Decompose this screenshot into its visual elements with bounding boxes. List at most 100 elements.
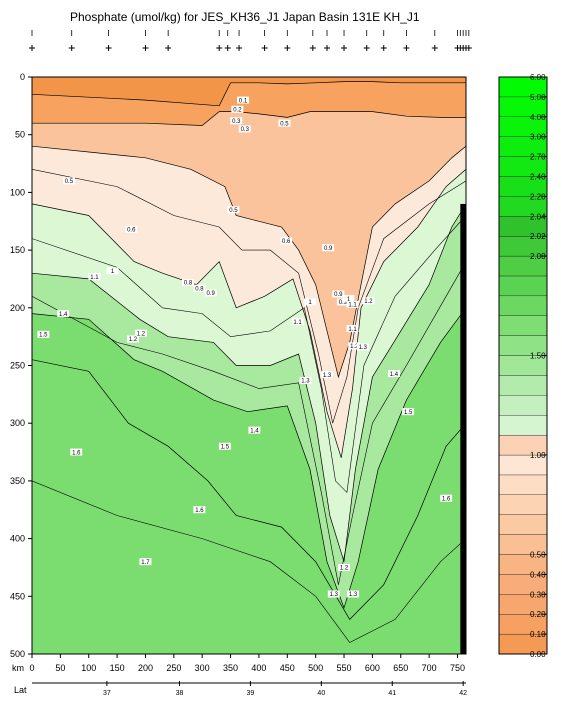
contour-label: 0.6 — [127, 228, 136, 234]
contour-label-bg — [278, 119, 291, 127]
y-tick-label: 450 — [10, 591, 25, 601]
contour-label-bg — [88, 273, 101, 281]
contour-label: 1.1 — [348, 327, 357, 333]
contour-label-bg — [387, 370, 400, 378]
y-tick-label: 350 — [10, 476, 25, 486]
contour-label: 1.2 — [350, 344, 359, 350]
x-axis-label: km — [12, 663, 24, 673]
x-tick-label: 750 — [450, 663, 465, 673]
contour-label: 1.5 — [221, 444, 230, 450]
contour-label-bg — [440, 494, 453, 502]
contour-label: 1 — [347, 297, 351, 303]
contour-label-bg — [125, 225, 138, 233]
contour-label: 0.2 — [233, 108, 242, 114]
contour-label: 0.5 — [280, 121, 289, 127]
colorbar-label: 3.00 — [530, 133, 546, 142]
contour-label-bg — [322, 244, 335, 252]
colorbar-label: 4.00 — [530, 113, 546, 122]
colorbar-label: 1.00 — [530, 451, 546, 460]
contour-label: 0.9 — [339, 300, 348, 306]
contour-label: 1.5 — [39, 333, 48, 339]
lat-tick-label: 37 — [103, 690, 111, 697]
x-tick-label: 150 — [110, 663, 125, 673]
contour-label: 0.5 — [65, 179, 74, 185]
contour-label: 0.8 — [195, 286, 204, 292]
contour-label: 1.4 — [250, 428, 259, 434]
lat-axis-label: Lat — [14, 685, 27, 695]
colorbar-label: 0.20 — [530, 610, 546, 619]
contour-label-bg — [356, 343, 369, 351]
contour-label: 1.2 — [340, 566, 349, 572]
colorbar-segment — [498, 474, 548, 495]
contour-label-bg — [303, 298, 316, 306]
contour-label: 1.6 — [442, 496, 451, 502]
lat-tick-label: 42 — [459, 690, 467, 697]
contour-line — [32, 359, 466, 620]
contour-label: 0.6 — [282, 239, 291, 245]
colorbar-frame — [498, 76, 548, 655]
contour-label: 1.2 — [129, 337, 138, 343]
colorbar-label: 0.40 — [530, 570, 546, 579]
contour-line — [32, 203, 466, 562]
colorbar-label: 0.10 — [530, 630, 546, 639]
colorbar-segment — [498, 375, 548, 396]
contour-label-bg — [362, 297, 375, 305]
band-5 — [32, 203, 466, 608]
contour-label: 1.1 — [348, 303, 357, 309]
contour-label-bg — [227, 206, 240, 214]
y-tick-label: 250 — [10, 361, 25, 371]
colorbar-segment — [498, 315, 548, 336]
band-6 — [32, 307, 466, 620]
x-tick-label: 50 — [55, 663, 65, 673]
depth-axis: 0 50 100 150 200 250 300 350 400 450 500 — [10, 72, 32, 659]
contour-label: 1.3 — [330, 592, 339, 598]
lat-tick-label: 40 — [317, 690, 325, 697]
x-tick-label: 200 — [138, 663, 153, 673]
x-tick-label: 450 — [280, 663, 295, 673]
y-tick-label: 50 — [15, 130, 25, 140]
contour-label-bg — [238, 125, 251, 133]
station-markers — [29, 30, 472, 51]
contour-label-bg — [248, 426, 261, 434]
contour-line — [32, 81, 466, 107]
contour-label-bg — [237, 96, 250, 104]
contour-label-bg — [70, 448, 83, 456]
x-tick-label: 500 — [308, 663, 323, 673]
x-tick-label: 300 — [195, 663, 210, 673]
band-2 — [32, 111, 466, 377]
contour-label-bg — [338, 563, 351, 571]
y-tick-label: 150 — [10, 245, 25, 255]
contour-label-bg — [327, 590, 340, 598]
colorbar-label: 0.00 — [530, 650, 546, 659]
colorbar-label: 2.40 — [530, 172, 546, 181]
chart-title: Phosphate (umol/kg) for JES_KH36_J1 Japa… — [70, 10, 420, 24]
colorbar-label: 0.50 — [530, 551, 546, 560]
contour-label: 1.2 — [137, 331, 146, 337]
contour-label-bg — [230, 117, 243, 125]
contour-label-bg — [342, 295, 355, 303]
x-tick-label: 700 — [422, 663, 437, 673]
contour-label: 1.3 — [359, 345, 368, 351]
contour-label: 0.5 — [229, 208, 238, 214]
contour-line — [32, 215, 466, 494]
y-tick-label: 500 — [10, 649, 25, 659]
y-tick-label: 300 — [10, 418, 25, 428]
x-tick-label: 550 — [337, 663, 352, 673]
contour-label: 1.6 — [195, 508, 204, 514]
contour-label: 0.9 — [207, 291, 216, 297]
colorbar-label: 2.04 — [530, 212, 546, 221]
contour-label: 1 — [308, 300, 312, 306]
contour-label-bg — [347, 590, 360, 598]
band-7 — [32, 359, 466, 654]
contour-label-bg — [193, 284, 206, 292]
contour-line — [32, 169, 466, 424]
contour-label-bg — [126, 335, 139, 343]
contour-line — [32, 261, 466, 585]
contour-label-bg — [62, 177, 75, 185]
contour-label: 0.8 — [184, 281, 193, 287]
contour-label: 1.5 — [404, 410, 413, 416]
contour-label-bg — [37, 330, 50, 338]
lat-tick-label: 41 — [388, 690, 396, 697]
contour-line — [32, 111, 466, 126]
contour-label: 0.9 — [334, 292, 343, 298]
